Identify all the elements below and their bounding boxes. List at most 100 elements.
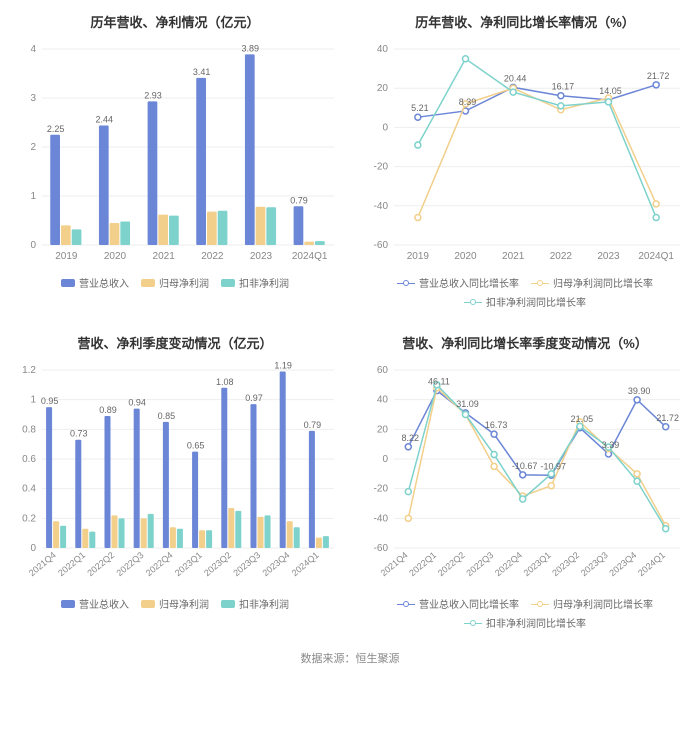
svg-text:2024Q1: 2024Q1 [636, 550, 667, 578]
svg-text:3.89: 3.89 [242, 43, 260, 53]
svg-text:8.22: 8.22 [402, 433, 420, 443]
svg-text:2023Q2: 2023Q2 [202, 550, 233, 578]
svg-text:0: 0 [382, 454, 388, 465]
legend-item: 归母净利润 [141, 596, 209, 611]
legend-label: 归母净利润同比增长率 [553, 275, 653, 290]
svg-text:2023Q3: 2023Q3 [231, 550, 262, 578]
svg-text:20.44: 20.44 [504, 73, 527, 83]
svg-text:-40: -40 [374, 201, 389, 212]
svg-text:20: 20 [377, 83, 389, 94]
legend-label: 营业总收入 [79, 275, 129, 290]
svg-text:2.44: 2.44 [96, 114, 114, 124]
svg-text:60: 60 [377, 365, 389, 376]
svg-text:0.94: 0.94 [128, 398, 146, 408]
chart-title: 营收、净利同比增长率季度变动情况（%） [402, 333, 648, 352]
svg-text:20: 20 [377, 424, 389, 435]
svg-text:2022Q4: 2022Q4 [493, 550, 524, 578]
svg-text:0: 0 [382, 122, 388, 133]
svg-text:0.65: 0.65 [187, 441, 205, 451]
chart-svg-tr: -60-40-2002040201920202021202220232024Q1… [360, 39, 690, 269]
svg-text:40: 40 [377, 44, 389, 55]
legend-item: 归母净利润 [141, 275, 209, 290]
svg-text:0: 0 [30, 543, 36, 554]
legend-label: 归母净利润 [159, 275, 209, 290]
legend-item: 扣非净利润同比增长率 [464, 615, 586, 630]
legend-label: 营业总收入同比增长率 [419, 596, 519, 611]
svg-text:2020: 2020 [454, 251, 477, 262]
svg-text:16.17: 16.17 [552, 82, 575, 92]
chart-title: 历年营收、净利同比增长率情况（%） [415, 12, 635, 31]
data-source-label: 数据来源：恒生聚源 [0, 642, 700, 678]
legend-label: 归母净利润同比增长率 [553, 596, 653, 611]
svg-text:-10.97: -10.97 [541, 461, 567, 471]
svg-text:-60: -60 [374, 543, 389, 554]
panel-quarterly-growth: 营收、净利同比增长率季度变动情况（%） -60-40-2002040602021… [354, 325, 696, 638]
svg-text:2022Q3: 2022Q3 [464, 550, 495, 578]
svg-text:2022Q1: 2022Q1 [407, 550, 438, 578]
svg-text:16.73: 16.73 [485, 420, 508, 430]
svg-text:21.72: 21.72 [656, 413, 679, 423]
svg-text:46.11: 46.11 [428, 377, 450, 387]
svg-text:0.85: 0.85 [158, 411, 176, 421]
svg-text:0.95: 0.95 [41, 396, 59, 406]
chart-title: 营收、净利季度变动情况（亿元） [77, 333, 272, 352]
svg-text:2022Q4: 2022Q4 [144, 550, 175, 578]
svg-text:2.93: 2.93 [144, 90, 162, 100]
svg-text:2023Q1: 2023Q1 [522, 550, 553, 578]
svg-text:2021: 2021 [153, 251, 176, 262]
legend-item: 营业总收入 [61, 596, 129, 611]
svg-text:3.39: 3.39 [602, 440, 620, 450]
svg-text:-60: -60 [374, 240, 389, 251]
svg-text:0.4: 0.4 [22, 484, 36, 495]
chart-title: 历年营收、净利情况（亿元） [90, 12, 259, 31]
svg-text:1: 1 [30, 191, 36, 202]
svg-text:0.8: 0.8 [22, 424, 36, 435]
legend-tl: 营业总收入 归母净利润 扣非净利润 [61, 275, 289, 290]
svg-text:2019: 2019 [55, 251, 78, 262]
legend-item: 营业总收入同比增长率 [397, 275, 519, 290]
svg-text:2024Q1: 2024Q1 [638, 251, 674, 262]
svg-text:1.19: 1.19 [274, 360, 292, 370]
svg-text:0.2: 0.2 [22, 513, 36, 524]
svg-text:2021: 2021 [502, 251, 525, 262]
legend-label: 扣非净利润 [239, 596, 289, 611]
svg-text:2023Q4: 2023Q4 [607, 550, 638, 578]
legend-item: 归母净利润同比增长率 [531, 596, 653, 611]
legend-item: 归母净利润同比增长率 [531, 275, 653, 290]
svg-text:0.97: 0.97 [245, 393, 263, 403]
svg-text:2023: 2023 [250, 251, 273, 262]
svg-text:2021Q4: 2021Q4 [27, 550, 58, 578]
svg-text:2: 2 [30, 142, 36, 153]
svg-text:2022Q2: 2022Q2 [85, 550, 116, 578]
legend-label: 扣非净利润 [239, 275, 289, 290]
svg-text:2023Q2: 2023Q2 [550, 550, 581, 578]
svg-text:-20: -20 [374, 162, 389, 173]
svg-text:21.05: 21.05 [571, 414, 594, 424]
legend-br: 营业总收入同比增长率 归母净利润同比增长率扣非净利润同比增长率 [362, 596, 688, 630]
svg-text:2022: 2022 [550, 251, 573, 262]
svg-text:1.08: 1.08 [216, 377, 234, 387]
legend-item: 营业总收入同比增长率 [397, 596, 519, 611]
svg-text:31.09: 31.09 [456, 399, 479, 409]
svg-text:2.25: 2.25 [47, 124, 65, 134]
panel-quarterly-amount: 营收、净利季度变动情况（亿元） 00.20.40.60.811.20.95202… [4, 325, 346, 638]
svg-text:2022Q3: 2022Q3 [115, 550, 146, 578]
chart-svg-bl: 00.20.40.60.811.20.952021Q40.732022Q10.8… [10, 360, 340, 590]
svg-text:2019: 2019 [407, 251, 430, 262]
svg-text:40: 40 [377, 395, 389, 406]
chart-svg-tl: 012342.2520192.4420202.9320213.4120223.8… [10, 39, 340, 269]
legend-label: 扣非净利润同比增长率 [486, 615, 586, 630]
panel-annual-amount: 历年营收、净利情况（亿元） 012342.2520192.4420202.932… [4, 4, 346, 317]
svg-text:2024Q1: 2024Q1 [292, 251, 328, 262]
legend-item: 扣非净利润 [221, 596, 289, 611]
svg-text:3: 3 [30, 93, 36, 104]
svg-text:2024Q1: 2024Q1 [290, 550, 321, 578]
svg-text:21.72: 21.72 [647, 71, 670, 81]
svg-text:3.41: 3.41 [193, 67, 211, 77]
svg-text:-10.67: -10.67 [512, 461, 538, 471]
svg-text:2021Q4: 2021Q4 [379, 550, 410, 578]
svg-text:2022Q1: 2022Q1 [56, 550, 87, 578]
svg-text:0.73: 0.73 [70, 429, 88, 439]
svg-text:-20: -20 [374, 484, 389, 495]
svg-text:39.90: 39.90 [628, 386, 651, 396]
